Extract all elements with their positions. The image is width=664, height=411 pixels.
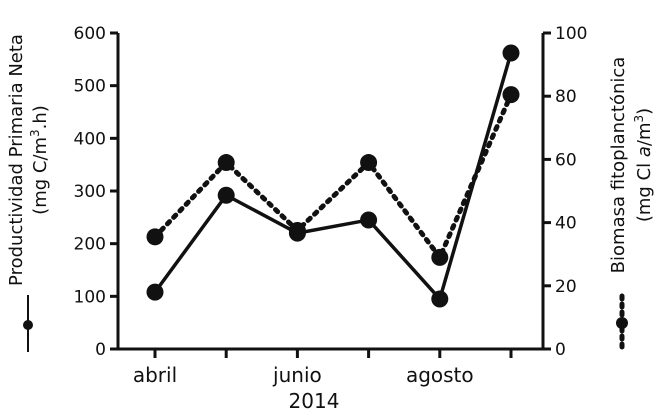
right-y-tick-label: 80 [555, 87, 577, 107]
point-dotted-series [288, 222, 306, 239]
right-y-tick-label: 100 [555, 24, 587, 44]
right-axis-title: Biomasa fitoplanctónica (mg Cl a/m3) [608, 57, 655, 274]
right-legend-symbol [616, 293, 628, 355]
point-solid-series [217, 186, 235, 204]
point-dotted-series [431, 248, 449, 266]
right-y-tick-label: 0 [555, 340, 566, 360]
point-dotted-series [502, 86, 520, 104]
series-group [146, 44, 520, 308]
axes-group [116, 33, 545, 351]
left-axis-title-line1: Productividad Primaria Neta [6, 34, 27, 286]
series-line-dotted [152, 92, 514, 263]
x-tick-label: abril [133, 363, 177, 387]
x-tick-label: agosto [406, 363, 474, 387]
left-y-tick-label: 500 [74, 77, 106, 97]
labels-group: 0 100 200 300 400 500 600 0 20 40 60 80 100 abril juni… [74, 24, 588, 387]
point-solid-series [431, 290, 449, 308]
point-solid-series [502, 44, 520, 62]
point-solid-series [146, 283, 164, 301]
right-y-tick-label: 20 [555, 277, 577, 297]
right-axis-title-line2: (mg Cl a/m3) [632, 108, 655, 222]
left-y-tick-label: 200 [74, 235, 106, 255]
left-y-tick-label: 0 [95, 340, 106, 360]
left-axis-title-line2: (mg C/m3.h) [28, 105, 51, 215]
series-line-solid [153, 52, 513, 303]
point-dotted-series [217, 154, 235, 172]
point-solid-series [360, 211, 378, 229]
x-tick-label: junio [272, 363, 322, 387]
left-y-tick-label: 100 [74, 287, 106, 307]
left-y-tick-label: 400 [74, 129, 106, 149]
left-y-tick-label: 600 [74, 24, 106, 44]
x-axis-title: 2014 [289, 389, 340, 411]
point-dotted-series [146, 228, 164, 246]
right-y-tick-label: 60 [555, 150, 577, 170]
left-axis-title: Productividad Primaria Neta (mg C/m3.h) [6, 34, 51, 286]
left-y-tick-label: 300 [74, 182, 106, 202]
left-legend-symbol [23, 295, 33, 352]
point-dotted-series [360, 154, 378, 172]
right-y-tick-label: 40 [555, 214, 577, 234]
ticks-group [110, 31, 551, 358]
right-axis-title-line1: Biomasa fitoplanctónica [608, 57, 629, 274]
